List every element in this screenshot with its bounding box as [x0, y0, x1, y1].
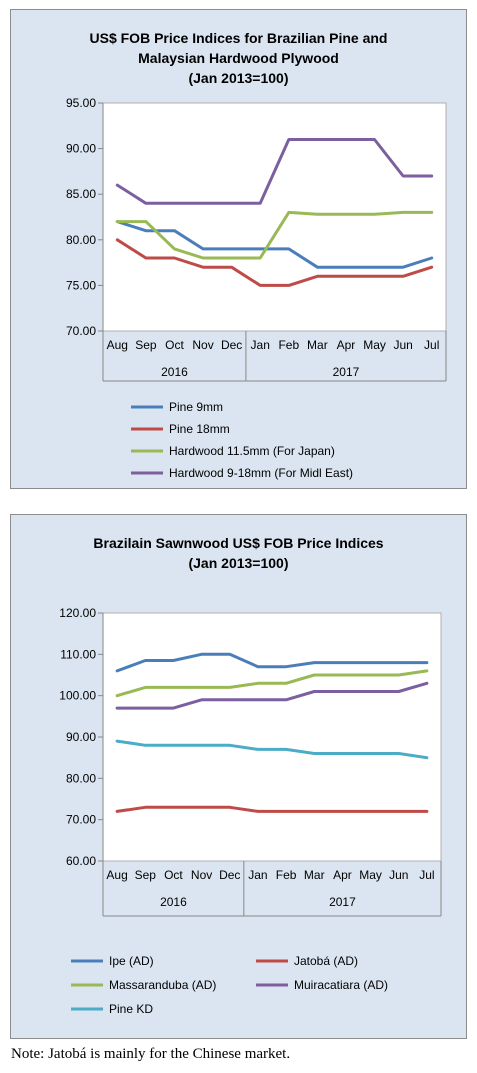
- chart1-xtick-label: Oct: [165, 338, 184, 352]
- chart2-ytick-label: 100.00: [59, 689, 96, 703]
- chart2-series-line-3: [115, 669, 429, 698]
- chart2-legend-label-2: Jatobá (AD): [294, 954, 358, 968]
- chart1-series-line-4: [115, 138, 434, 205]
- chart1-title-line3: (Jan 2013=100): [188, 70, 289, 86]
- chart2-xtick-label: Feb: [276, 868, 297, 882]
- chart2-svg: 60.00 70.00 80.00 90.00 100.00 110.00 120.00 Au…: [59, 606, 442, 1016]
- chart2-title-line2: (Jan 2013=100): [188, 555, 289, 571]
- chart2-legend-label-3: Massaranduba (AD): [109, 978, 216, 992]
- chart1-xtick-label: Dec: [221, 338, 242, 352]
- chart1-xtick-label: Jun: [393, 338, 412, 352]
- chart2-xtick-label: Oct: [164, 868, 183, 882]
- chart2-ytick-label: 60.00: [66, 854, 96, 868]
- chart1-series-line-2: [115, 238, 434, 287]
- chart2-year-label: 2017: [329, 895, 356, 909]
- chart2-series-line-2: [115, 805, 429, 813]
- chart2-title-line1: Brazilain Sawnwood US$ FOB Price Indices: [93, 535, 384, 551]
- chart1-legend-label-2: Pine 18mm: [169, 422, 230, 436]
- chart2-ytick-label: 80.00: [66, 771, 96, 785]
- chart1-svg: 70.00 75.00 80.00 85.00 90.00 95.00 Aug Sep Oct N…: [66, 96, 447, 480]
- chart2-legend-label-1: Ipe (AD): [109, 954, 154, 968]
- chart1-series-line-3: [115, 210, 434, 260]
- chart1-xtick-label: Aug: [107, 338, 128, 352]
- chart1-plot-area: [102, 102, 447, 332]
- chart1-legend-label-1: Pine 9mm: [169, 400, 223, 414]
- chart2-series-line-1: [115, 652, 429, 673]
- chart1-legend-label-3: Hardwood 11.5mm (For Japan): [169, 444, 335, 458]
- chart1-ytick-label: 80.00: [66, 233, 96, 247]
- chart2-legend-label-5: Pine KD: [109, 1002, 153, 1016]
- chart1-ytick-label: 90.00: [66, 142, 96, 156]
- chart1-title-line2: Malaysian Hardwood Plywood: [138, 50, 339, 66]
- chart2-xtick-label: Jun: [389, 868, 408, 882]
- chart1-ytick-label: 85.00: [66, 187, 96, 201]
- chart1-title-line1: US$ FOB Price Indices for Brazilian Pine…: [89, 30, 388, 46]
- chart1-ytick-label: 75.00: [66, 278, 96, 292]
- chart2-ytick-label: 90.00: [66, 730, 96, 744]
- chart1-xtick-label: Mar: [307, 338, 328, 352]
- chart1-ytick-label: 70.00: [66, 324, 96, 338]
- chart2-xtick-label: Sep: [135, 868, 157, 882]
- chart2-xtick-label: Jan: [248, 868, 267, 882]
- chart2-ytick-label: 120.00: [59, 606, 96, 620]
- chart1-xtick-label: Apr: [337, 338, 356, 352]
- chart1-year-label: 2016: [161, 365, 188, 379]
- chart2-plot-area: [102, 612, 442, 862]
- chart2-ytick-label: 70.00: [66, 813, 96, 827]
- chart2-legend-label-4: Muiracatiara (AD): [294, 978, 388, 992]
- chart1-xtick-label: Nov: [192, 338, 213, 352]
- chart2-xtick-label: Nov: [191, 868, 212, 882]
- chart1-ytick-label: 95.00: [66, 96, 96, 110]
- chart1-xtick-label: Feb: [278, 338, 299, 352]
- chart1-series-line-1: [115, 220, 434, 269]
- chart2-ytick-label: 110.00: [60, 647, 96, 661]
- chart1-xtick-label: Jan: [251, 338, 270, 352]
- chart1-xtick-label: Sep: [135, 338, 157, 352]
- chart2-xtick-label: Aug: [106, 868, 127, 882]
- chart2-xtick-label: Jul: [419, 868, 434, 882]
- chart1-legend-label-4: Hardwood 9-18mm (For Midl East): [169, 466, 353, 480]
- chart2-year-label: 2016: [160, 895, 187, 909]
- chart2-xtick-label: Mar: [304, 868, 325, 882]
- chart2-panel: Brazilain Sawnwood US$ FOB Price Indices…: [10, 514, 467, 1039]
- chart1-panel: US$ FOB Price Indices for Brazilian Pine…: [10, 9, 467, 489]
- chart1-year-label: 2017: [333, 365, 360, 379]
- chart2-xtick-label: May: [359, 868, 382, 882]
- chart2-series-line-4: [115, 681, 429, 710]
- chart1-xtick-label: Jul: [424, 338, 439, 352]
- chart2-xtick-label: Apr: [333, 868, 352, 882]
- chart2-series-line-5: [115, 739, 429, 760]
- footnote: Note: Jatobá is mainly for the Chinese m…: [11, 1046, 291, 1062]
- chart1-xtick-label: May: [363, 338, 386, 352]
- chart2-xtick-label: Dec: [219, 868, 240, 882]
